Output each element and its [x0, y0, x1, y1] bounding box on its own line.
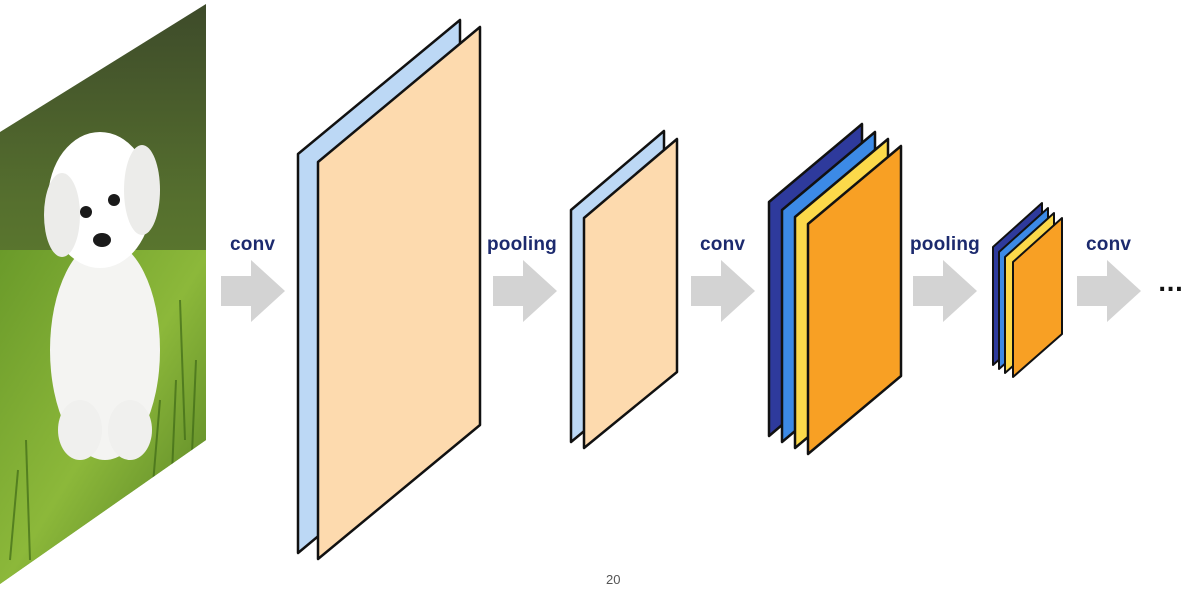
arrow-op2	[493, 260, 557, 322]
op-label-conv-2: conv	[700, 234, 746, 255]
op-label-conv-1: conv	[230, 234, 276, 255]
pooled-map-1-front	[582, 137, 679, 450]
continuation-ellipsis: ...	[1158, 272, 1184, 297]
arrow-op1	[221, 260, 285, 322]
op-label-pooling-1: pooling	[487, 234, 557, 255]
feature-map-2	[767, 122, 903, 456]
pooled-map-2	[992, 202, 1063, 378]
arrow-op5	[1077, 260, 1141, 322]
pooled-map-2-layer-orange	[1012, 217, 1063, 378]
op-label-pooling-2: pooling	[910, 234, 980, 255]
input-image	[0, 4, 206, 584]
arrow-op4	[913, 260, 977, 322]
arrow-op3	[691, 260, 755, 322]
page-number: 20	[606, 572, 621, 587]
pooled-map-1	[569, 129, 679, 450]
feature-map-1-front	[316, 25, 482, 561]
arrows	[221, 260, 1141, 322]
feature-map-2-layer-orange	[806, 144, 903, 456]
dog-illustration	[44, 132, 160, 460]
op-label-conv-3: conv	[1086, 234, 1132, 255]
feature-map-1	[296, 18, 482, 561]
